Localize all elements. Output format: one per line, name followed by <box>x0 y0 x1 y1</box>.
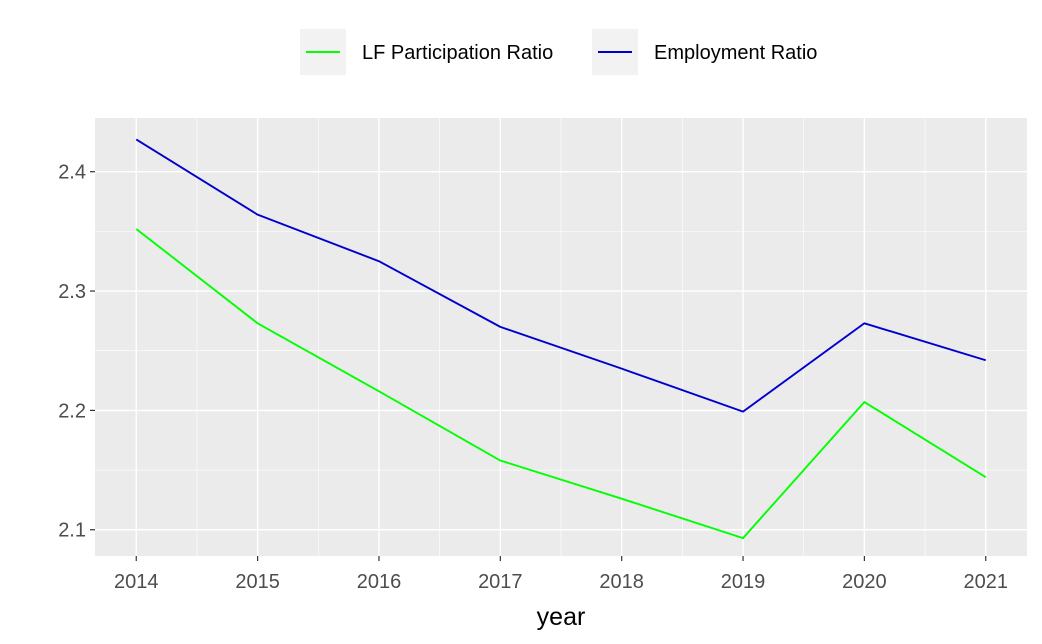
x-tick-label: 2020 <box>842 571 887 593</box>
y-axis: 2.1 2.2 2.3 2.4 <box>58 162 95 542</box>
x-tick-label: 2021 <box>963 571 1008 593</box>
legend-label: LF Participation Ratio <box>362 42 553 64</box>
minor-gridlines <box>95 118 1027 556</box>
series-lines <box>135 138 987 540</box>
legend-label: Employment Ratio <box>654 42 817 64</box>
x-axis: 2014 2015 2016 2017 2018 2019 2020 2021 <box>114 556 1008 593</box>
series-line-employment-ratio <box>135 138 987 413</box>
x-tick-label: 2016 <box>357 571 402 593</box>
y-tick-label: 2.3 <box>58 281 86 303</box>
x-tick-label: 2015 <box>235 571 280 593</box>
x-tick-label: 2019 <box>721 571 766 593</box>
series-line-lf-participation-ratio <box>135 228 987 540</box>
x-axis-title: year <box>537 603 586 631</box>
x-tick-label: 2014 <box>114 571 159 593</box>
x-tick-label: 2018 <box>599 571 644 593</box>
y-tick-label: 2.4 <box>58 162 86 184</box>
y-tick-label: 2.2 <box>58 400 86 422</box>
legend: LF Participation Ratio Employment Ratio <box>300 29 817 75</box>
x-tick-label: 2017 <box>478 571 523 593</box>
y-tick-label: 2.1 <box>58 520 86 542</box>
major-gridlines <box>95 118 1027 556</box>
